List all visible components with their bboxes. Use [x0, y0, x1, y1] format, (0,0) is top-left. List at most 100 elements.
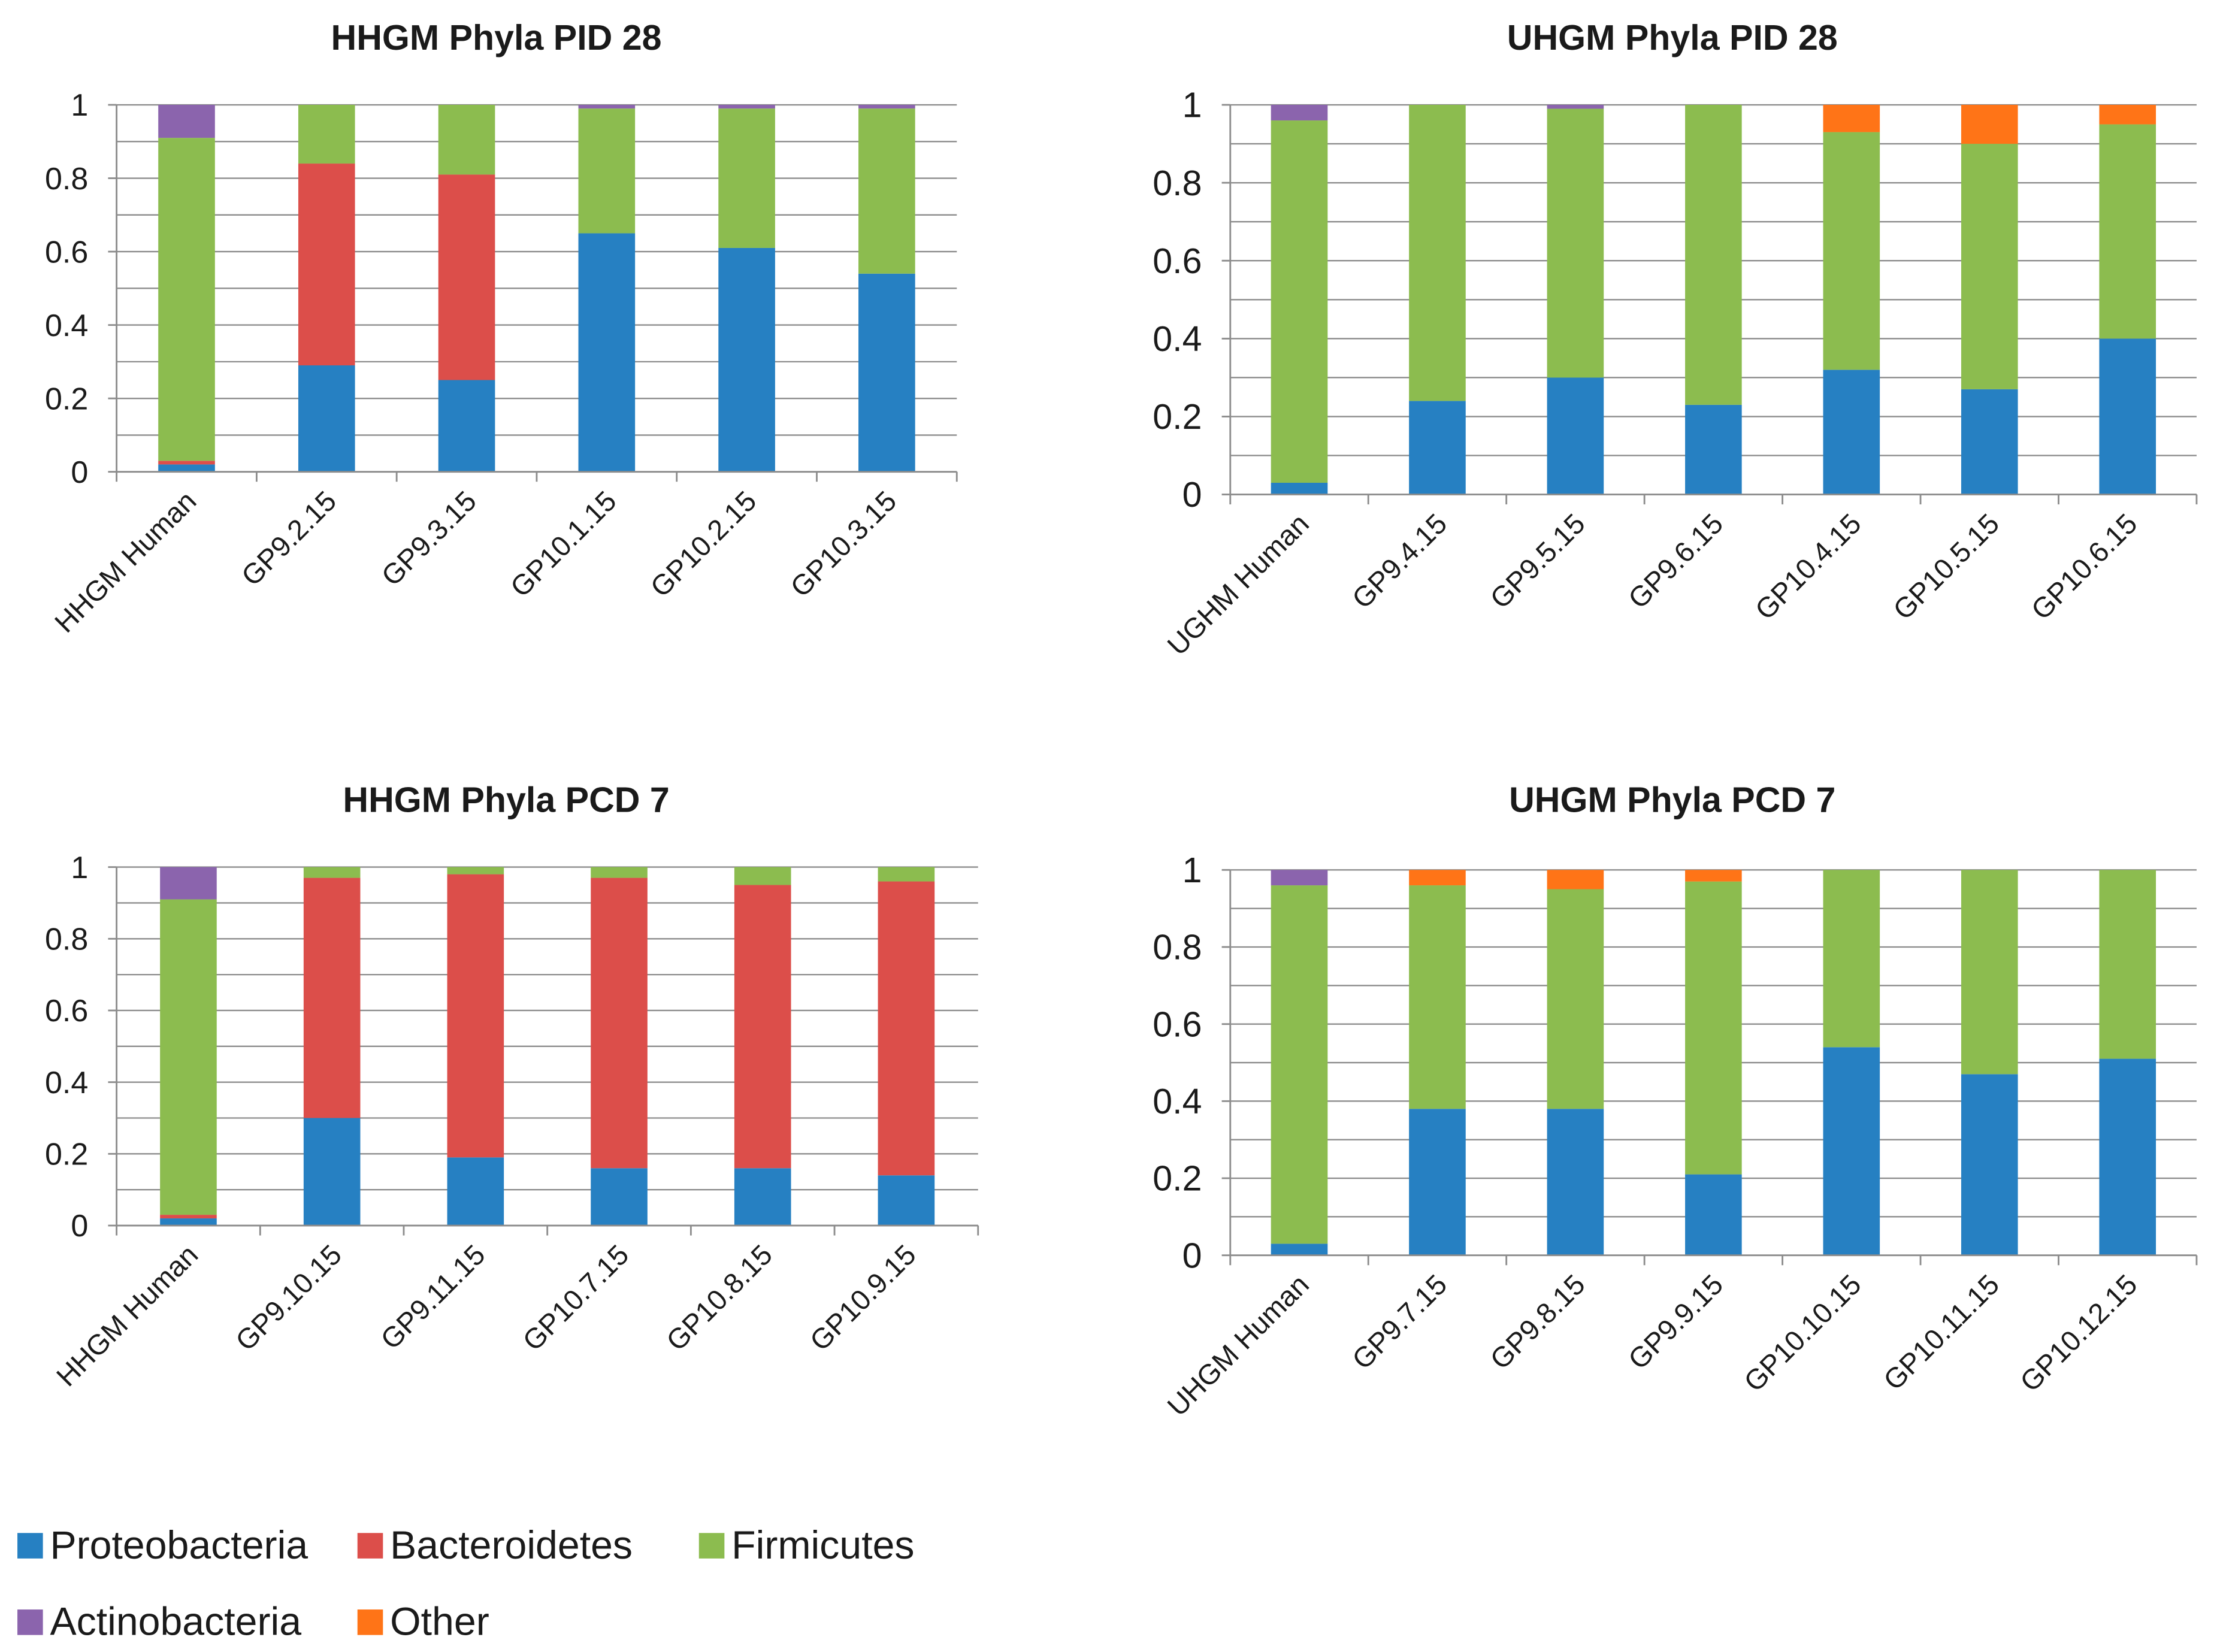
x-category-label: GP10.3.15 — [785, 485, 903, 603]
bar-bacteroidetes-gp9-2-15 — [298, 164, 355, 366]
bar-bacteroidetes-gp10-8-15 — [734, 885, 791, 1169]
x-category-label: GP9.4.15 — [1346, 508, 1453, 615]
bar-firmicutes-gp10-6-15 — [2099, 124, 2156, 339]
chart-uhgm-pid28: UHGM Phyla PID 28 0 0.2 0.4 0.6 0.8 1 UGHM Huma… — [1153, 17, 2198, 662]
y-tick-label: 1 — [71, 88, 88, 123]
x-category-label: GP10.2.15 — [645, 485, 763, 603]
bar-other-gp9-9-15 — [1685, 870, 1742, 882]
legend-swatch — [357, 1533, 383, 1559]
x-category-label: GP10.6.15 — [2025, 508, 2143, 626]
y-tick-label: 0.6 — [45, 994, 88, 1028]
bar-bacteroidetes-hhgm-human — [160, 1215, 217, 1219]
bar-other-gp10-5-15 — [1961, 105, 2018, 144]
bar-proteobacteria-ughm-human — [1271, 482, 1328, 495]
bar-proteobacteria-gp10-7-15 — [591, 1168, 648, 1226]
x-category-label: GP10.12.15 — [2014, 1269, 2143, 1398]
legend-label: Firmicutes — [731, 1523, 914, 1568]
bar-other-gp10-6-15 — [2099, 105, 2156, 125]
bar-proteobacteria-gp9-10-15 — [303, 1118, 361, 1226]
x-category-label: GP10.1.15 — [504, 485, 622, 603]
y-tick-label: 1 — [71, 851, 88, 885]
bar-proteobacteria-gp9-7-15 — [1409, 1109, 1466, 1255]
bar-actinobacteria-hhgm-human — [158, 105, 215, 138]
bar-proteobacteria-gp9-4-15 — [1409, 401, 1466, 495]
bar-proteobacteria-uhgm-human — [1271, 1243, 1328, 1255]
y-tick-label: 0.6 — [45, 235, 88, 270]
bar-firmicutes-gp10-7-15 — [591, 867, 648, 878]
legend-item-firmicutes: Firmicutes — [698, 1523, 915, 1568]
bar-proteobacteria-gp10-2-15 — [718, 247, 775, 472]
legend-item-other: Other — [357, 1600, 489, 1644]
x-category-label: GP10.8.15 — [661, 1239, 779, 1357]
legend-label: Other — [390, 1600, 489, 1644]
bar-proteobacteria-gp10-6-15 — [2099, 338, 2156, 495]
x-category-label: GP9.8.15 — [1484, 1269, 1592, 1376]
x-category-label: GP9.3.15 — [376, 485, 483, 592]
bar-bacteroidetes-gp10-7-15 — [591, 878, 648, 1169]
x-category-label: GP10.9.15 — [804, 1239, 922, 1357]
bar-proteobacteria-gp10-4-15 — [1823, 370, 1880, 495]
y-tick-label: 0.4 — [1153, 1081, 1202, 1121]
bar-firmicutes-gp9-11-15 — [447, 867, 504, 875]
y-tick-label: 0 — [1182, 1235, 1202, 1275]
bar-firmicutes-gp10-11-15 — [1961, 870, 2018, 1075]
x-category-label: UGHM Human — [1162, 508, 1315, 662]
bar-firmicutes-gp9-4-15 — [1409, 105, 1466, 401]
bar-actinobacteria-hhgm-human — [160, 867, 217, 900]
legend-swatch — [698, 1533, 725, 1559]
bar-other-gp10-4-15 — [1823, 105, 1880, 132]
chart-title: UHGM Phyla PID 28 — [1507, 17, 1838, 58]
bar-actinobacteria-gp10-1-15 — [578, 105, 636, 109]
bar-proteobacteria-gp9-8-15 — [1547, 1109, 1604, 1255]
bar-proteobacteria-gp10-8-15 — [734, 1168, 791, 1226]
bar-actinobacteria-gp10-3-15 — [858, 105, 915, 109]
bar-firmicutes-gp10-3-15 — [858, 108, 915, 274]
legend-label: Actinobacteria — [50, 1600, 301, 1644]
legend-item-proteobacteria: Proteobacteria — [17, 1523, 308, 1568]
chart-title: HHGM Phyla PCD 7 — [343, 779, 669, 819]
y-tick-label: 0.2 — [1153, 397, 1202, 437]
y-tick-label: 0.8 — [45, 162, 88, 196]
bar-firmicutes-ughm-human — [1271, 120, 1328, 483]
bar-firmicutes-gp10-4-15 — [1823, 132, 1880, 370]
legend-item-bacteroidetes: Bacteroidetes — [357, 1523, 633, 1568]
bar-proteobacteria-gp9-6-15 — [1685, 404, 1742, 495]
y-tick-label: 0.4 — [45, 308, 88, 343]
bar-proteobacteria-hhgm-human — [158, 464, 215, 472]
bar-proteobacteria-gp9-5-15 — [1547, 377, 1604, 495]
y-tick-label: 0.2 — [45, 1137, 88, 1172]
legend-swatch — [17, 1533, 43, 1559]
bar-firmicutes-gp10-10-15 — [1823, 870, 1880, 1048]
y-tick-label: 0 — [71, 455, 88, 490]
x-category-label: GP9.9.15 — [1622, 1269, 1729, 1376]
bar-proteobacteria-gp10-5-15 — [1961, 389, 2018, 495]
bar-proteobacteria-gp9-11-15 — [447, 1157, 504, 1226]
bar-firmicutes-gp10-9-15 — [878, 867, 935, 882]
bar-firmicutes-gp9-8-15 — [1547, 889, 1604, 1109]
legend-label: Proteobacteria — [50, 1523, 308, 1568]
chart-hhgm-pid28: HHGM Phyla PID 28 0 0.2 0.4 0.6 0.8 1 HHGM Huma… — [45, 17, 958, 639]
x-category-label: GP9.11.15 — [375, 1239, 492, 1356]
y-tick-label: 0 — [71, 1209, 88, 1243]
bar-proteobacteria-gp10-3-15 — [858, 273, 915, 472]
legend: Proteobacteria Bacteroidetes Firmicutes Act… — [17, 1523, 915, 1644]
bar-proteobacteria-gp10-12-15 — [2099, 1058, 2156, 1255]
legend-swatch — [17, 1609, 43, 1635]
bar-proteobacteria-gp9-9-15 — [1685, 1174, 1742, 1255]
y-tick-label: 0.8 — [1153, 163, 1202, 203]
bar-actinobacteria-ughm-human — [1271, 105, 1328, 121]
legend-swatch — [357, 1609, 383, 1635]
bar-firmicutes-gp10-1-15 — [578, 108, 636, 234]
x-category-label: HHGM Human — [49, 485, 202, 639]
bar-bacteroidetes-hhgm-human — [158, 461, 215, 465]
bar-proteobacteria-gp10-9-15 — [878, 1175, 935, 1226]
x-category-label: GP10.11.15 — [1877, 1269, 2006, 1397]
bar-actinobacteria-gp10-2-15 — [718, 105, 775, 109]
x-category-label: GP9.6.15 — [1622, 508, 1729, 615]
y-tick-label: 0.6 — [1153, 241, 1202, 281]
bar-firmicutes-gp9-6-15 — [1685, 105, 1742, 405]
bar-firmicutes-gp9-9-15 — [1685, 881, 1742, 1175]
bar-proteobacteria-hhgm-human — [160, 1218, 217, 1226]
x-category-label: GP10.7.15 — [517, 1239, 635, 1357]
x-category-label: GP10.5.15 — [1888, 508, 2006, 626]
